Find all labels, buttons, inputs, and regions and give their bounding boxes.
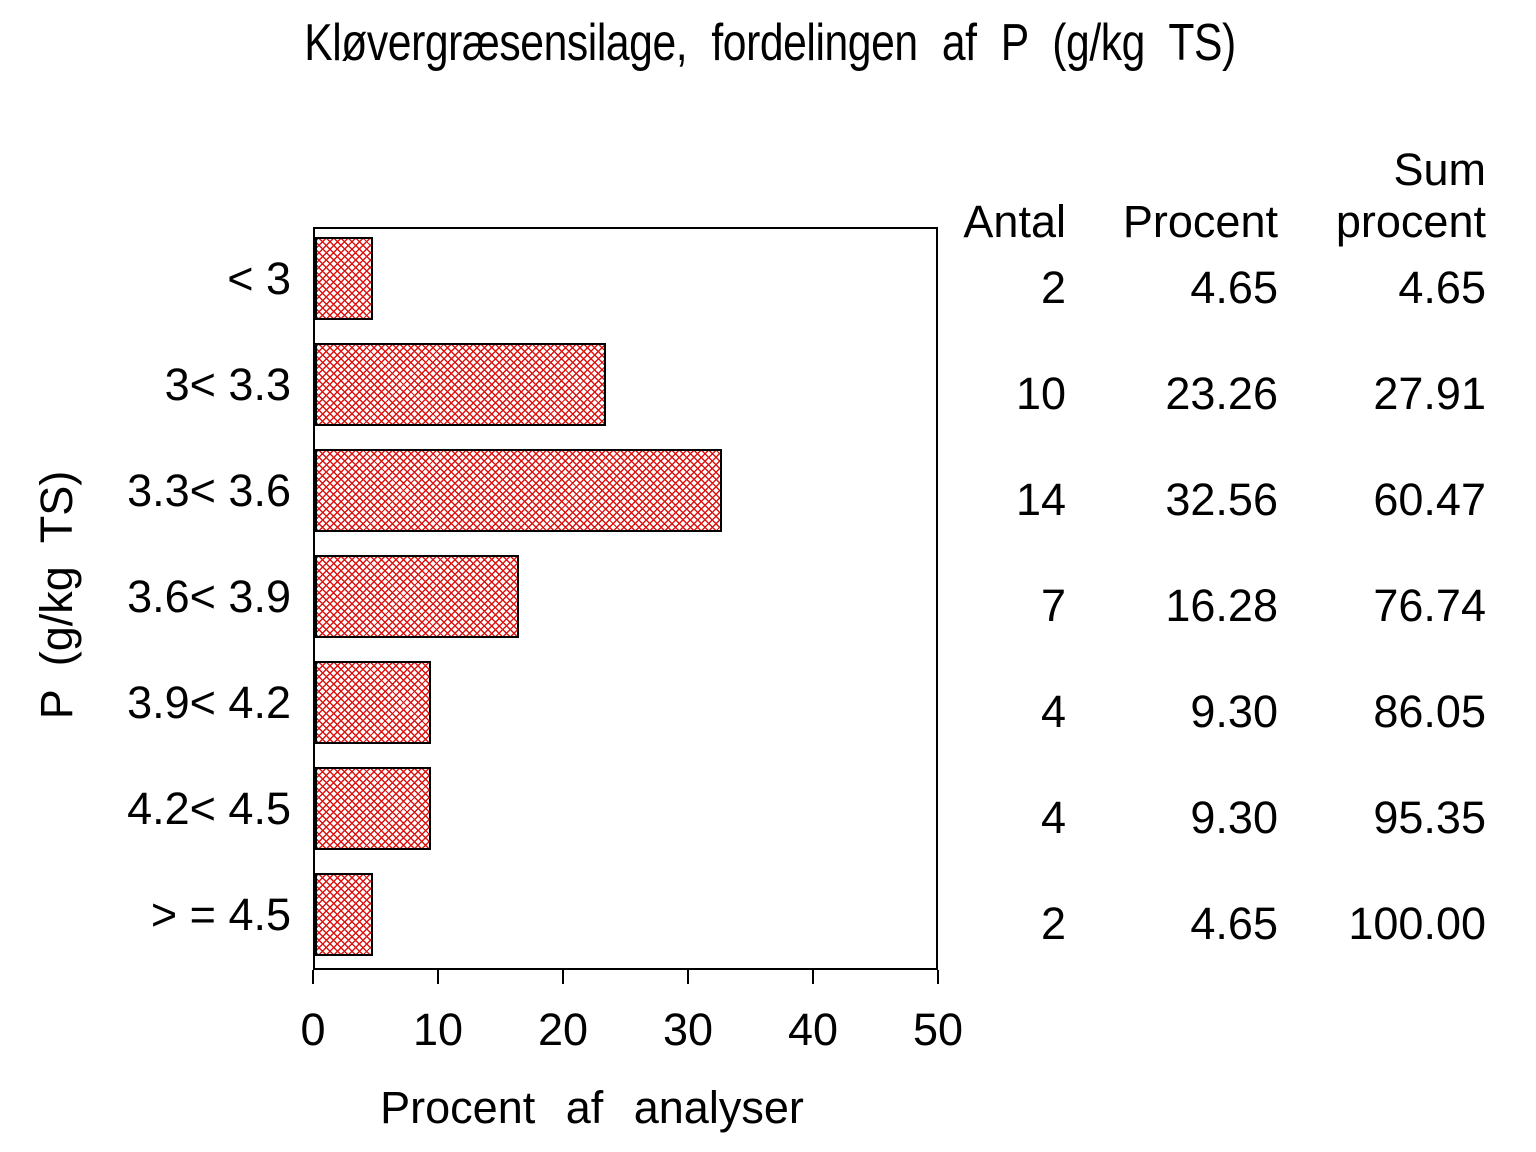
- hbar: [315, 661, 431, 744]
- x-tick-mark: [562, 970, 564, 984]
- table-cell-antal: 4: [1040, 792, 1066, 843]
- table-header-sum-line1: Sum: [1393, 144, 1486, 195]
- hbar: [315, 237, 373, 320]
- x-tick-label: 0: [300, 1004, 326, 1055]
- table-cell-procent: 32.56: [1165, 474, 1278, 525]
- category-label: 3.9< 4.2: [127, 677, 291, 728]
- table-cell-procent: 9.30: [1190, 686, 1278, 737]
- chart-title: Kløvergræsensilage, fordelingen af P (g/…: [304, 14, 1236, 72]
- x-tick-label: 20: [537, 1004, 589, 1055]
- category-label: 4.2< 4.5: [127, 783, 291, 834]
- x-tick-label: 40: [787, 1004, 839, 1055]
- plot-area: [313, 227, 938, 970]
- category-label: 3< 3.3: [164, 359, 291, 410]
- x-tick-mark: [937, 970, 939, 984]
- hbar: [315, 343, 606, 426]
- x-tick-label: 50: [912, 1004, 964, 1055]
- table-header-sum-line2: procent: [1335, 196, 1486, 247]
- table-header-procent: Procent: [1122, 196, 1278, 247]
- table-cell-procent: 4.65: [1190, 262, 1278, 313]
- category-label: 3.6< 3.9: [127, 571, 291, 622]
- x-tick-label: 30: [662, 1004, 714, 1055]
- x-tick-mark: [812, 970, 814, 984]
- table-cell-sum-procent: 86.05: [1373, 686, 1486, 737]
- hbar: [315, 767, 431, 850]
- x-tick-mark: [312, 970, 314, 984]
- category-label: 3.3< 3.6: [127, 465, 291, 516]
- table-header-antal: Antal: [963, 196, 1066, 247]
- hbar: [315, 873, 373, 956]
- table-cell-procent: 16.28: [1165, 580, 1278, 631]
- table-cell-sum-procent: 27.91: [1373, 368, 1486, 419]
- table-cell-sum-procent: 95.35: [1373, 792, 1486, 843]
- table-cell-procent: 4.65: [1190, 898, 1278, 949]
- table-cell-sum-procent: 4.65: [1398, 262, 1486, 313]
- table-cell-procent: 23.26: [1165, 368, 1278, 419]
- x-axis-title: Procent af analyser: [380, 1082, 804, 1133]
- x-tick-label: 10: [412, 1004, 464, 1055]
- table-cell-antal: 7: [1040, 580, 1066, 631]
- hbar: [315, 449, 722, 532]
- table-cell-antal: 4: [1040, 686, 1066, 737]
- table-cell-antal: 14: [1015, 474, 1066, 525]
- table-cell-sum-procent: 100.00: [1348, 898, 1486, 949]
- table-cell-sum-procent: 76.74: [1373, 580, 1486, 631]
- x-tick-mark: [687, 970, 689, 984]
- table-cell-procent: 9.30: [1190, 792, 1278, 843]
- table-cell-sum-procent: 60.47: [1373, 474, 1486, 525]
- table-cell-antal: 2: [1040, 898, 1066, 949]
- category-label: < 3: [227, 253, 291, 304]
- table-cell-antal: 2: [1040, 262, 1066, 313]
- hbar: [315, 555, 519, 638]
- table-cell-antal: 10: [1015, 368, 1066, 419]
- category-label: > = 4.5: [150, 889, 291, 940]
- x-tick-mark: [437, 970, 439, 984]
